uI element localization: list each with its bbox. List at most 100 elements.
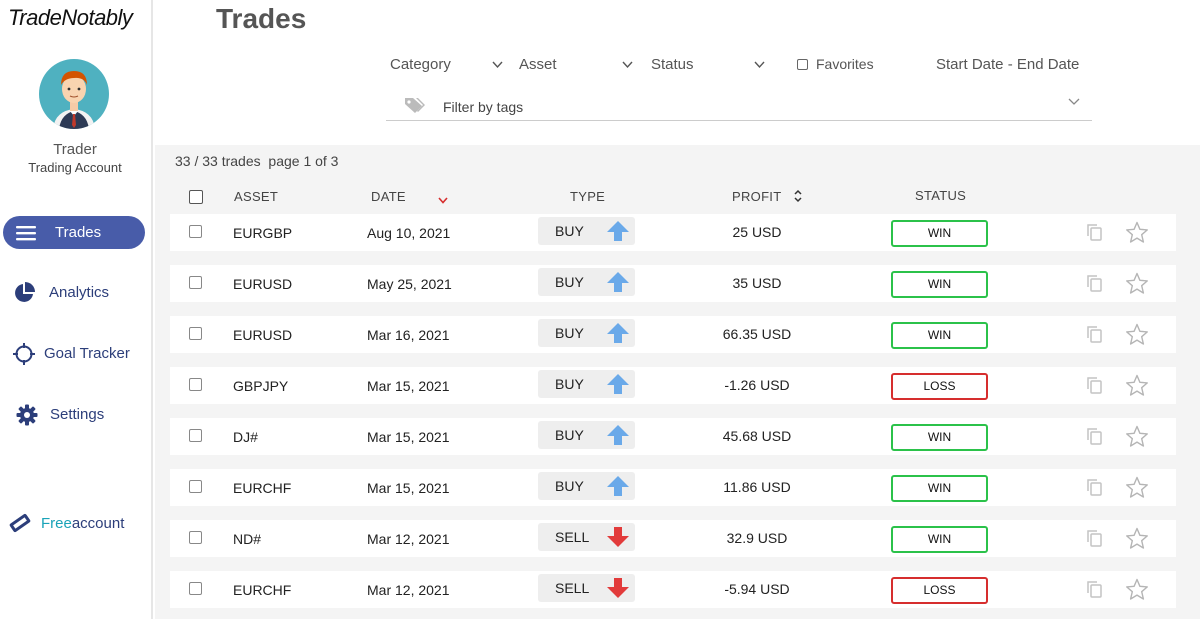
ticket-icon [8, 512, 32, 534]
asset-label: Asset [519, 56, 557, 73]
sort-desc-icon[interactable] [438, 192, 448, 207]
status-filter[interactable]: Status [651, 56, 694, 73]
table-row[interactable]: EURUSD May 25, 2021 BUY 35 USD WIN [170, 265, 1176, 302]
asset-cell: EURGBP [233, 225, 293, 241]
date-cell: Mar 15, 2021 [367, 377, 450, 394]
column-profit[interactable]: PROFIT [732, 189, 782, 204]
nav-label: Settings [50, 406, 105, 423]
star-icon[interactable] [1125, 374, 1149, 400]
date-cell: Mar 15, 2021 [367, 479, 450, 496]
asset-cell: ND# [233, 530, 262, 547]
free-account-link[interactable]: Free account [8, 512, 124, 534]
category-filter[interactable]: Category [390, 56, 451, 73]
table-row[interactable]: EURGBP Aug 10, 2021 BUY 25 USD WIN [170, 214, 1176, 251]
arrow-up-icon [605, 322, 631, 347]
date-cell: Mar 15, 2021 [367, 428, 450, 445]
table-row[interactable]: EURCHF Mar 15, 2021 BUY 11.86 USD WIN [170, 468, 1176, 506]
copy-icon[interactable] [1086, 427, 1103, 449]
profit-cell: 66.35 USD [722, 325, 792, 342]
gear-icon [16, 404, 38, 426]
profit-cell: 25 USD [732, 224, 782, 240]
table-row[interactable]: DJ# Mar 15, 2021 BUY 45.68 USD WIN [170, 417, 1176, 455]
type-label: BUY [555, 324, 584, 341]
arrow-up-icon [605, 475, 631, 500]
table-row[interactable]: ND# Mar 12, 2021 SELL 32.9 USD WIN [170, 519, 1176, 557]
star-icon[interactable] [1125, 221, 1149, 247]
row-checkbox[interactable] [189, 530, 202, 544]
row-checkbox[interactable] [189, 377, 202, 391]
profit-cell: 35 USD [732, 275, 782, 291]
favorites-label: Favorites [816, 56, 874, 72]
column-asset[interactable]: ASSET [234, 189, 279, 204]
page-indicator: page 1 of 3 [268, 153, 339, 169]
free-label: Free [41, 514, 72, 532]
profit-cell: -5.94 USD [724, 580, 790, 597]
column-status[interactable]: STATUS [915, 188, 967, 203]
chevron-down-icon[interactable] [754, 58, 765, 72]
asset-cell: EURUSD [233, 326, 293, 343]
menu-icon [15, 222, 37, 244]
chevron-down-icon[interactable] [622, 58, 633, 72]
type-cell: BUY [538, 318, 635, 347]
star-icon[interactable] [1125, 476, 1149, 502]
account-label: account [71, 514, 125, 532]
row-checkbox[interactable] [189, 428, 202, 442]
chevron-down-icon[interactable] [1068, 95, 1080, 109]
date-cell: Mar 16, 2021 [367, 326, 450, 343]
copy-icon[interactable] [1086, 325, 1103, 347]
status-badge: WIN [891, 474, 988, 502]
row-checkbox[interactable] [189, 581, 202, 595]
nav-analytics[interactable]: Analytics [3, 276, 145, 309]
star-icon[interactable] [1125, 425, 1149, 451]
column-date[interactable]: DATE [371, 189, 406, 204]
star-icon[interactable] [1125, 323, 1149, 349]
star-icon[interactable] [1125, 272, 1149, 298]
chevron-down-icon[interactable] [492, 58, 503, 72]
tag-icon [404, 96, 426, 119]
date-cell: Mar 12, 2021 [367, 530, 450, 547]
crosshair-icon [13, 342, 35, 365]
type-label: BUY [555, 375, 584, 392]
copy-icon[interactable] [1086, 376, 1103, 398]
nav-trades[interactable]: Trades [3, 216, 145, 249]
type-label: BUY [555, 426, 584, 443]
row-checkbox[interactable] [189, 479, 202, 493]
favorites-filter[interactable]: Favorites [797, 56, 874, 72]
arrow-down-icon [605, 526, 631, 551]
table-row[interactable]: GBPJPY Mar 15, 2021 BUY -1.26 USD LOSS [170, 366, 1176, 404]
avatar[interactable] [39, 59, 109, 129]
copy-icon[interactable] [1086, 529, 1103, 551]
copy-icon[interactable] [1086, 580, 1103, 602]
pie-chart-icon [13, 281, 35, 304]
table-row[interactable]: EURCHF Mar 12, 2021 SELL -5.94 USD LOSS [170, 570, 1176, 608]
type-label: SELL [555, 579, 590, 596]
date-range-picker[interactable]: Start Date - End Date [936, 56, 1079, 73]
select-all-checkbox[interactable] [189, 190, 203, 204]
profit-cell: 45.68 USD [722, 427, 792, 444]
asset-filter[interactable]: Asset [519, 56, 557, 73]
filter-bar: Category Asset Status Favorites Start Da… [388, 56, 1088, 78]
status-badge: WIN [891, 525, 988, 553]
star-icon[interactable] [1125, 527, 1149, 553]
account-name: Trading Account [28, 160, 122, 175]
asset-cell: EURUSD [233, 276, 293, 292]
row-checkbox[interactable] [189, 276, 202, 289]
table-row[interactable]: EURUSD Mar 16, 2021 BUY 66.35 USD WIN [170, 315, 1176, 353]
nav-settings[interactable]: Settings [3, 398, 145, 431]
app-logo[interactable]: TradeNotably [8, 5, 133, 30]
column-type[interactable]: TYPE [570, 189, 606, 204]
row-checkbox[interactable] [189, 225, 202, 238]
asset-cell: EURCHF [233, 479, 292, 496]
tag-filter[interactable]: Filter by tags [386, 94, 1092, 121]
copy-icon[interactable] [1086, 478, 1103, 500]
status-badge: WIN [891, 321, 988, 349]
row-checkbox[interactable] [189, 326, 202, 340]
copy-icon[interactable] [1086, 223, 1103, 245]
star-icon[interactable] [1125, 578, 1149, 604]
copy-icon[interactable] [1086, 274, 1103, 296]
sort-icon[interactable] [793, 188, 803, 207]
nav-goal-tracker[interactable]: Goal Tracker [3, 337, 145, 370]
type-cell: SELL [538, 573, 635, 602]
type-cell: BUY [538, 471, 635, 500]
favorites-checkbox[interactable] [797, 58, 808, 70]
